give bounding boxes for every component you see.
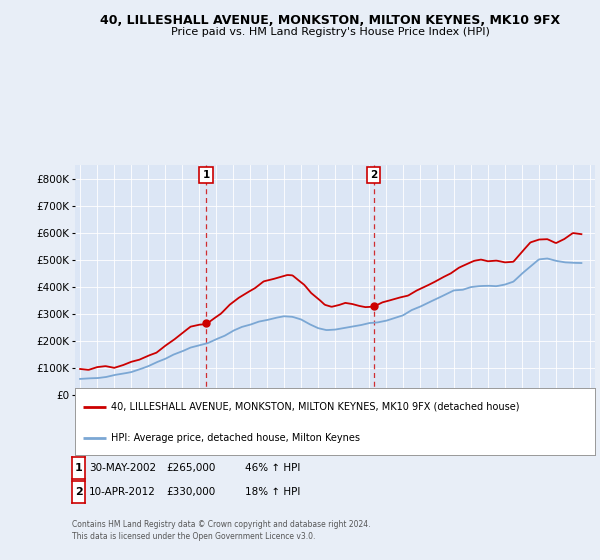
Text: 1: 1 <box>75 463 82 473</box>
Text: 18% ↑ HPI: 18% ↑ HPI <box>245 487 300 497</box>
Text: 10-APR-2012: 10-APR-2012 <box>89 487 155 497</box>
Text: 30-MAY-2002: 30-MAY-2002 <box>89 463 156 473</box>
Text: Contains HM Land Registry data © Crown copyright and database right 2024.
This d: Contains HM Land Registry data © Crown c… <box>72 520 371 541</box>
Text: HPI: Average price, detached house, Milton Keynes: HPI: Average price, detached house, Milt… <box>112 432 361 442</box>
Text: Price paid vs. HM Land Registry's House Price Index (HPI): Price paid vs. HM Land Registry's House … <box>170 27 490 37</box>
Text: £265,000: £265,000 <box>167 463 216 473</box>
Text: 40, LILLESHALL AVENUE, MONKSTON, MILTON KEYNES, MK10 9FX: 40, LILLESHALL AVENUE, MONKSTON, MILTON … <box>100 14 560 27</box>
Text: 2: 2 <box>75 487 82 497</box>
Text: 40, LILLESHALL AVENUE, MONKSTON, MILTON KEYNES, MK10 9FX (detached house): 40, LILLESHALL AVENUE, MONKSTON, MILTON … <box>112 402 520 412</box>
Text: 46% ↑ HPI: 46% ↑ HPI <box>245 463 300 473</box>
Text: 2: 2 <box>370 170 377 180</box>
Text: £330,000: £330,000 <box>167 487 216 497</box>
Text: 1: 1 <box>203 170 210 180</box>
